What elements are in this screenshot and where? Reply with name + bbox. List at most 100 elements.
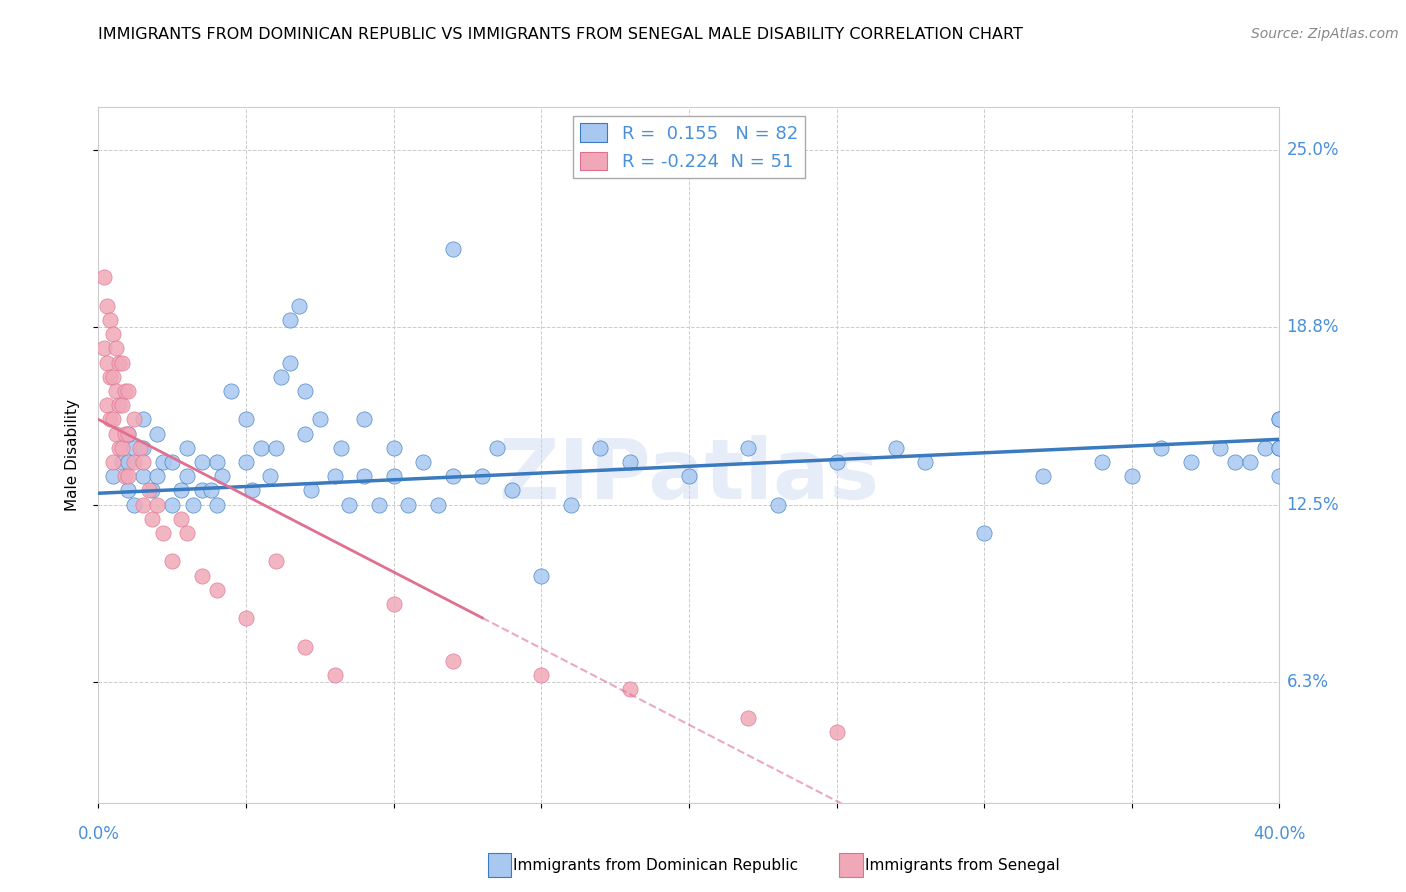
Point [1268, 412, 1291, 426]
Point [93, 342, 115, 356]
Point [98, 313, 121, 327]
Point [368, 498, 391, 512]
Point [205, 498, 228, 512]
Point [132, 412, 155, 426]
Point [278, 313, 302, 327]
Text: 40.0%: 40.0% [1253, 825, 1306, 843]
Point [162, 554, 183, 568]
Point [382, 597, 405, 611]
Point [299, 483, 322, 498]
Point [914, 455, 936, 469]
Point [264, 554, 287, 568]
Point [382, 441, 405, 455]
Point [240, 483, 263, 498]
Point [111, 356, 134, 370]
Point [105, 342, 128, 356]
Text: Immigrants from Dominican Republic: Immigrants from Dominican Republic [513, 858, 799, 872]
Point [93, 270, 115, 285]
Point [235, 455, 257, 469]
Point [766, 498, 789, 512]
Text: Immigrants from Senegal: Immigrants from Senegal [865, 858, 1060, 872]
Point [114, 384, 136, 398]
Point [530, 668, 553, 682]
Point [191, 568, 214, 582]
Point [270, 369, 292, 384]
Text: ZIPatlas: ZIPatlas [499, 435, 879, 516]
Point [170, 512, 193, 526]
Point [1223, 455, 1246, 469]
Point [162, 455, 183, 469]
Point [103, 369, 125, 384]
Point [441, 654, 464, 668]
Point [471, 469, 494, 483]
Point [103, 327, 125, 342]
Point [117, 384, 139, 398]
Point [219, 384, 242, 398]
Point [427, 498, 450, 512]
Point [382, 469, 405, 483]
Point [108, 398, 131, 412]
Point [1150, 441, 1173, 455]
Point [412, 455, 434, 469]
Point [264, 441, 287, 455]
Point [1121, 469, 1143, 483]
Point [589, 441, 612, 455]
Point [737, 710, 759, 724]
Legend: R =  0.155   N = 82, R = -0.224  N = 51: R = 0.155 N = 82, R = -0.224 N = 51 [572, 116, 806, 178]
Point [96, 398, 118, 412]
Point [486, 441, 509, 455]
Point [105, 384, 128, 398]
Point [1180, 455, 1202, 469]
Point [111, 441, 134, 455]
Point [146, 469, 169, 483]
Point [353, 412, 375, 426]
Text: 0.0%: 0.0% [77, 825, 120, 843]
Point [103, 469, 125, 483]
Point [250, 441, 273, 455]
Point [1032, 469, 1054, 483]
Point [309, 412, 332, 426]
Point [181, 498, 204, 512]
Point [114, 426, 136, 441]
Point [132, 441, 155, 455]
Point [122, 455, 145, 469]
Point [205, 582, 228, 597]
Point [132, 455, 155, 469]
Point [105, 426, 128, 441]
Point [96, 299, 118, 313]
Point [825, 724, 848, 739]
Point [138, 483, 160, 498]
Point [288, 299, 311, 313]
Point [1209, 441, 1232, 455]
Point [176, 441, 198, 455]
Point [141, 512, 163, 526]
Point [200, 483, 222, 498]
Point [146, 426, 169, 441]
Point [323, 469, 346, 483]
Point [122, 498, 145, 512]
Point [117, 426, 139, 441]
Point [191, 455, 214, 469]
Point [176, 526, 198, 541]
Point [235, 611, 257, 625]
Point [111, 398, 134, 412]
Point [176, 469, 198, 483]
Point [98, 369, 121, 384]
Point [278, 356, 302, 370]
Point [103, 412, 125, 426]
Point [122, 441, 145, 455]
Point [501, 483, 523, 498]
Point [117, 469, 139, 483]
Point [152, 526, 174, 541]
Text: 18.8%: 18.8% [1286, 318, 1339, 336]
Y-axis label: Male Disability: Male Disability [65, 399, 80, 511]
Point [1091, 455, 1114, 469]
Point [825, 455, 848, 469]
Point [441, 242, 464, 256]
Point [259, 469, 281, 483]
Point [619, 455, 641, 469]
Point [294, 640, 316, 654]
Text: 25.0%: 25.0% [1286, 141, 1339, 159]
Point [1254, 441, 1277, 455]
Point [1268, 441, 1291, 455]
